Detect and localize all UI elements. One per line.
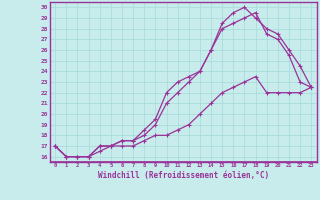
X-axis label: Windchill (Refroidissement éolien,°C): Windchill (Refroidissement éolien,°C) [98, 171, 269, 180]
